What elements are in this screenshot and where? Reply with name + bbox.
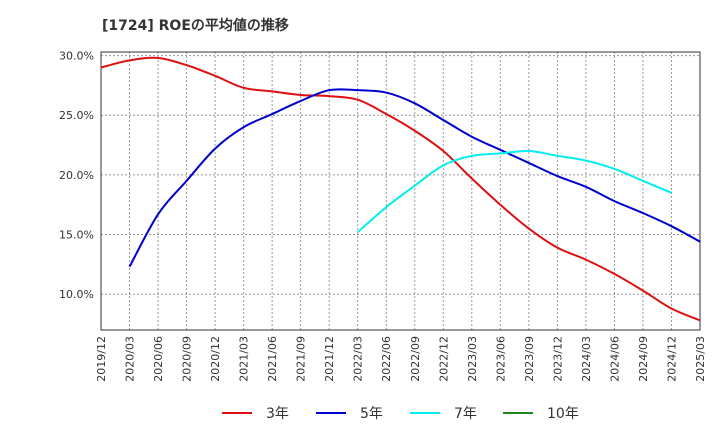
x-tick-label: 2020/09 [181, 336, 194, 382]
x-tick-label: 2024/12 [665, 336, 678, 382]
series-line-3 [357, 149, 672, 233]
y-tick-label: 10.0% [59, 288, 94, 301]
legend: 3年 5年 7年 10年 [222, 406, 579, 422]
series-lines [100, 56, 701, 322]
x-tick-label: 2020/12 [209, 336, 222, 382]
y-tick-label: 15.0% [59, 229, 94, 242]
plot-border [100, 51, 701, 331]
legend-label: 7年 [454, 406, 477, 422]
x-tick-label: 2020/03 [124, 336, 137, 382]
x-tick-label: 2023/09 [523, 336, 536, 382]
x-tick-label: 2023/06 [494, 336, 507, 382]
x-tick-label: 2021/03 [238, 336, 251, 382]
plot-frame [100, 51, 701, 331]
x-tick-label: 2019/12 [95, 336, 108, 382]
legend-label: 10年 [547, 406, 579, 422]
x-tick-label: 2022/12 [437, 336, 450, 382]
x-tick-label: 2021/06 [266, 336, 279, 382]
legend-label: 5年 [360, 406, 383, 422]
x-tick-label: 2021/12 [323, 336, 336, 382]
x-tick-label: 2023/03 [466, 336, 479, 382]
x-tick-label: 2024/09 [637, 336, 650, 382]
y-tick-label: 20.0% [59, 169, 94, 182]
y-tick-label: 30.0% [59, 50, 94, 63]
x-tick-label: 2022/03 [352, 336, 365, 382]
y-axis: 10.0% 15.0% 20.0% 25.0% 30.0% [59, 50, 94, 302]
x-tick-label: 2024/03 [580, 336, 593, 382]
x-tick-label: 2025/03 [694, 336, 707, 382]
x-tick-label: 2020/06 [152, 336, 165, 382]
grid-lines [101, 52, 700, 330]
x-tick-label: 2021/09 [295, 336, 308, 382]
chart-title: [1724] ROEの平均値の推移 [102, 17, 289, 34]
legend-label: 3年 [266, 406, 289, 422]
x-tick-label: 2024/06 [608, 336, 621, 382]
x-tick-label: 2022/09 [409, 336, 422, 382]
series-line-2 [128, 88, 701, 268]
x-axis: 2019/12 2020/03 2020/06 2020/09 2020/12 2021/… [95, 336, 707, 382]
series-line-1 [100, 56, 701, 322]
x-tick-label: 2022/06 [380, 336, 393, 382]
x-tick-label: 2023/12 [551, 336, 564, 382]
y-tick-label: 25.0% [59, 109, 94, 122]
